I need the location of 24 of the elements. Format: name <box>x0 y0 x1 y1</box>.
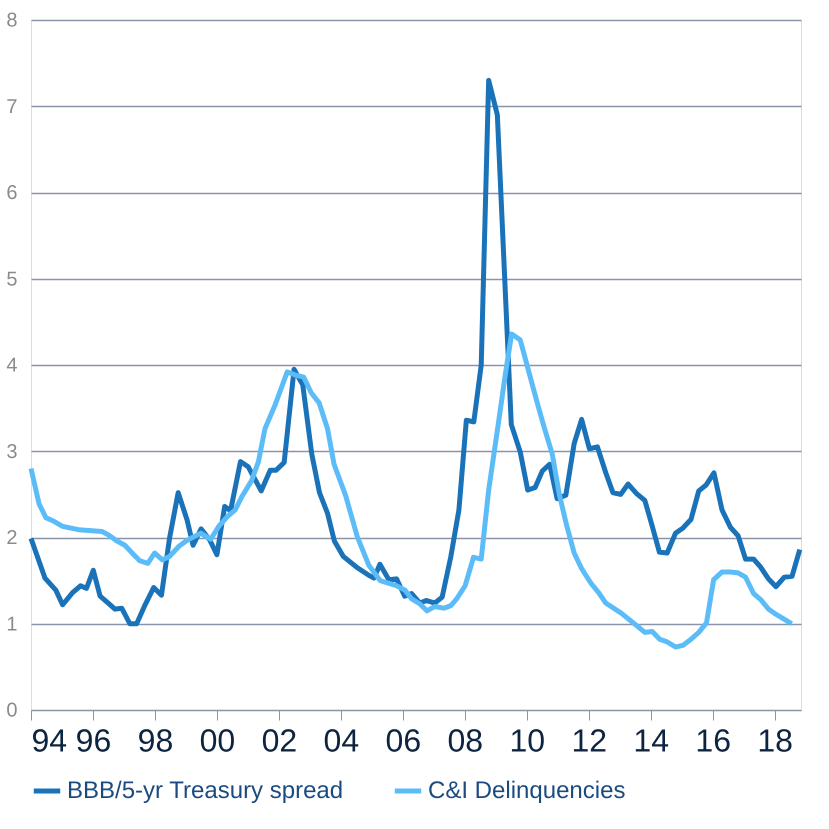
x-tick-label: 16 <box>695 722 731 758</box>
x-tick-label: 10 <box>509 722 546 758</box>
y-tick-label: 1 <box>6 613 18 636</box>
x-tick-label: 98 <box>138 722 174 758</box>
y-tick-label: 4 <box>6 354 18 376</box>
x-tick-label: 04 <box>324 722 360 758</box>
y-tick-label: 6 <box>6 182 18 204</box>
y-tick-label: 7 <box>6 96 18 118</box>
x-tick-label: 06 <box>386 722 422 758</box>
x-tick-label: 12 <box>571 722 608 758</box>
x-tick-label: 96 <box>76 722 112 758</box>
x-tick-label: 08 <box>448 722 484 758</box>
y-tick-label: 2 <box>6 527 18 549</box>
x-tick-label: 02 <box>262 722 298 758</box>
x-tick-label: 14 <box>633 722 670 758</box>
x-tick-label: 18 <box>757 722 793 758</box>
y-tick-label: 8 <box>6 10 18 32</box>
y-tick-label: 0 <box>6 700 18 722</box>
x-tick-label: 94 <box>32 722 68 758</box>
y-tick-label: 5 <box>6 268 18 290</box>
x-tick-label: 00 <box>200 722 236 758</box>
legend-label: BBB/5-yr Treasury spread <box>67 777 344 804</box>
y-tick-label: 3 <box>6 440 18 463</box>
legend-label: C&I Delinquencies <box>428 777 626 804</box>
